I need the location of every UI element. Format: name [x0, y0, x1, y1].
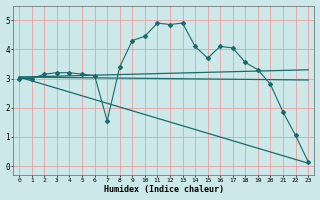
- X-axis label: Humidex (Indice chaleur): Humidex (Indice chaleur): [104, 185, 224, 194]
